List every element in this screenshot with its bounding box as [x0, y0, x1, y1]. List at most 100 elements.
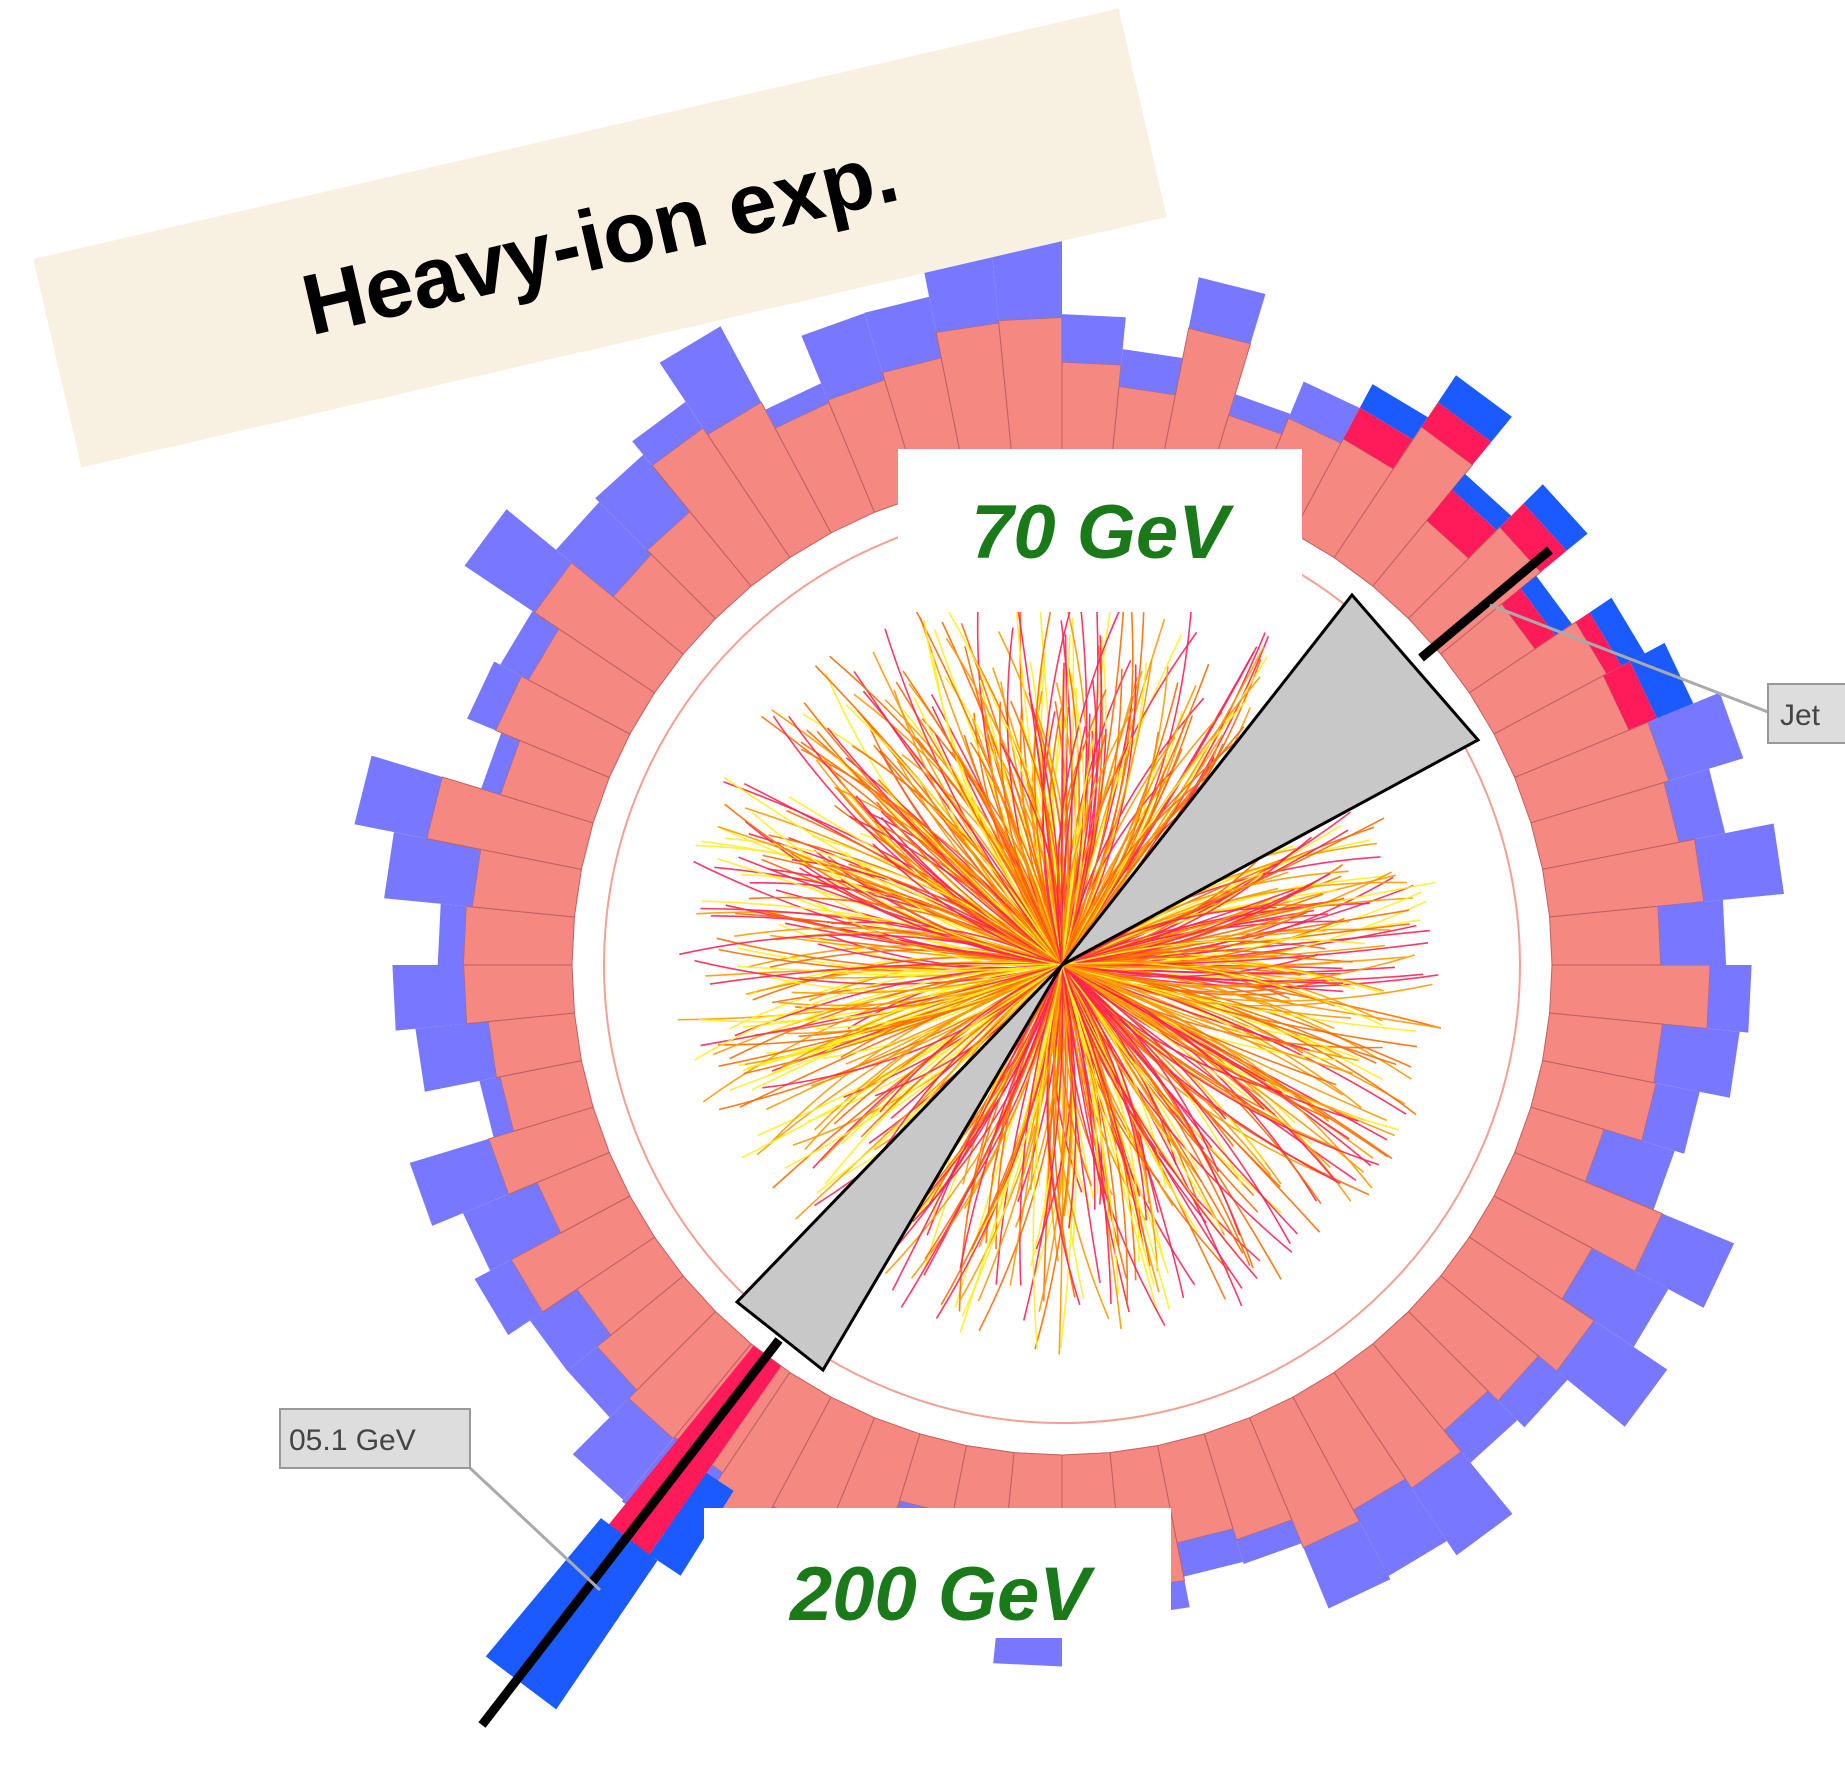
calo-cell — [1303, 1521, 1391, 1609]
calorimeter — [354, 235, 1784, 1710]
track — [1056, 587, 1131, 966]
calo-cell — [801, 313, 885, 400]
calo-cell — [479, 1076, 514, 1138]
calo-cell — [1641, 1083, 1700, 1154]
track — [1061, 889, 1337, 966]
track — [1061, 964, 1353, 1075]
track — [1061, 736, 1176, 966]
calo-cell — [1288, 381, 1360, 444]
jet-axis — [1418, 546, 1553, 662]
calo-cell — [765, 383, 829, 429]
track — [1061, 942, 1429, 966]
track — [1061, 964, 1219, 1173]
track — [1061, 722, 1098, 966]
calo-cell — [354, 755, 443, 839]
track — [694, 963, 1063, 1061]
leader-line — [468, 1466, 602, 1592]
calo-cell — [481, 732, 520, 795]
track — [1061, 964, 1344, 984]
calo-cell — [392, 965, 467, 1031]
energy-label: 200 GeV — [788, 1552, 1095, 1637]
calo-cell — [1359, 384, 1428, 440]
track — [799, 867, 1063, 966]
calo-cell — [1444, 1391, 1518, 1463]
track — [819, 964, 1063, 976]
track — [1061, 699, 1248, 966]
track — [1061, 663, 1210, 966]
track — [899, 964, 1063, 1132]
calo-cell — [1707, 965, 1752, 1033]
track — [1061, 706, 1136, 966]
track — [945, 637, 1063, 966]
jet-axis — [478, 1337, 783, 1728]
track — [1061, 599, 1125, 966]
track — [999, 701, 1063, 966]
calo-cell — [1630, 642, 1694, 719]
track — [1061, 964, 1241, 1236]
track — [716, 825, 1063, 966]
track — [815, 902, 1063, 967]
track — [855, 964, 1063, 1096]
track — [1061, 962, 1331, 969]
calo-cell — [1654, 1024, 1740, 1098]
calo-cell — [415, 1021, 497, 1092]
calo-cell — [437, 903, 467, 965]
calo-cell — [463, 964, 575, 1025]
track — [1061, 964, 1331, 1007]
track — [822, 964, 1063, 1060]
calo-cell — [1438, 375, 1512, 442]
track — [804, 964, 1063, 1151]
calo-cell — [1562, 1248, 1669, 1347]
calo-cell — [1236, 1520, 1302, 1564]
calo-cell — [990, 235, 1062, 321]
calo-cell — [1549, 905, 1662, 966]
track — [791, 964, 1063, 995]
track — [699, 964, 1063, 1023]
track — [1034, 964, 1073, 1350]
calo-cell — [1635, 1213, 1735, 1308]
calo-cell — [1188, 277, 1266, 344]
calo-cell — [474, 1259, 543, 1336]
track — [1053, 964, 1110, 1320]
calo-cell — [500, 611, 559, 680]
track — [816, 964, 1063, 1030]
calo-cell — [1177, 1529, 1244, 1577]
track — [765, 911, 1063, 966]
track — [1061, 685, 1197, 966]
energy-label: 70 GeV — [971, 490, 1234, 575]
calo-cell — [1411, 1451, 1513, 1556]
track — [816, 730, 1063, 966]
track — [1061, 964, 1417, 1032]
jet-cone — [734, 963, 1064, 1373]
track — [1038, 964, 1069, 1312]
track — [762, 854, 1063, 966]
calo-cell — [595, 454, 690, 551]
track — [751, 812, 1063, 966]
track — [781, 964, 1063, 1068]
track — [1061, 964, 1155, 1286]
calo-cell — [1589, 597, 1645, 666]
track — [1061, 817, 1385, 966]
track — [1032, 964, 1063, 1350]
track — [1061, 961, 1384, 1027]
calo-cell — [1353, 1479, 1447, 1576]
calo-cell — [1523, 484, 1588, 551]
calo-cell — [1575, 612, 1622, 674]
energy-box — [704, 1508, 1171, 1638]
track — [1061, 964, 1263, 1099]
calo-cell — [1603, 661, 1657, 731]
calo-cell — [1520, 575, 1573, 636]
track — [741, 964, 1063, 1159]
track — [800, 748, 1063, 966]
track — [872, 843, 1063, 966]
track — [1061, 964, 1213, 1149]
calo-cell — [1228, 394, 1291, 435]
calo-cell — [864, 296, 942, 373]
calo-cell — [1648, 692, 1744, 781]
track — [1061, 964, 1258, 1280]
track — [1061, 938, 1366, 966]
track — [1010, 700, 1064, 966]
track — [709, 962, 1063, 985]
track — [1061, 964, 1148, 1221]
